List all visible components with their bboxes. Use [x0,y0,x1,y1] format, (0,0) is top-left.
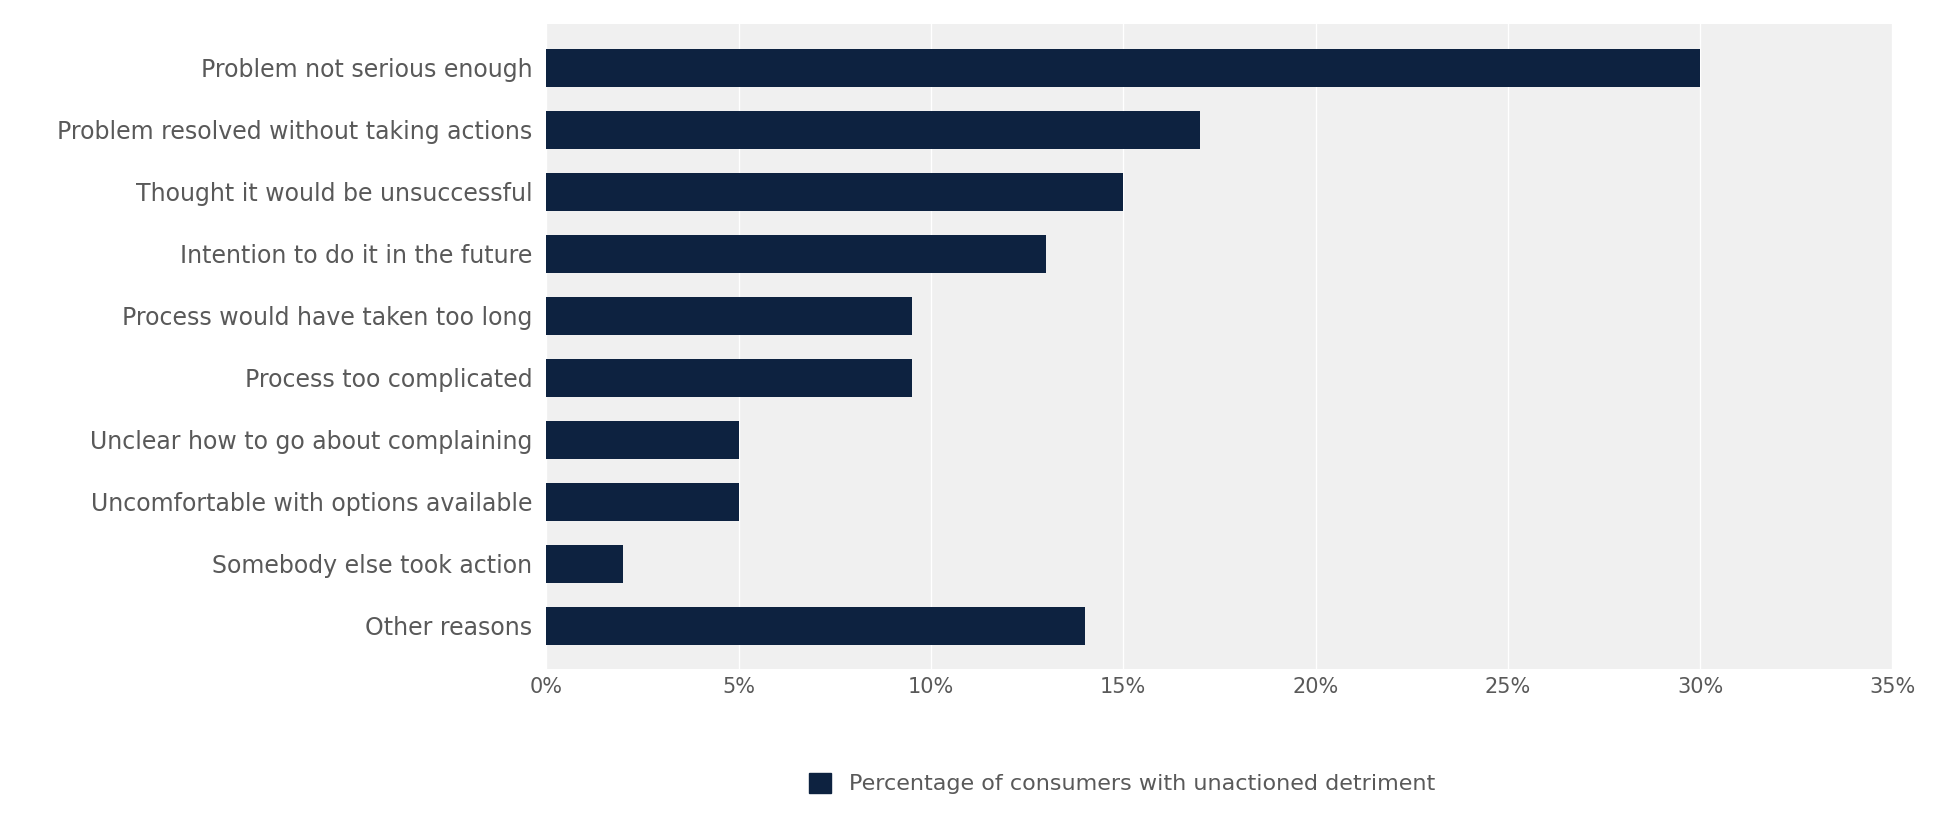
Bar [546,173,1124,211]
Bar [546,296,911,335]
Bar [546,544,622,583]
Bar [546,111,1200,149]
Bar [546,420,739,459]
Bar [546,482,739,521]
Bar [546,49,1699,87]
Bar [546,606,1085,645]
Bar [546,235,1046,273]
Bar [546,358,911,397]
Legend: Percentage of consumers with unactioned detriment: Percentage of consumers with unactioned … [800,764,1444,804]
